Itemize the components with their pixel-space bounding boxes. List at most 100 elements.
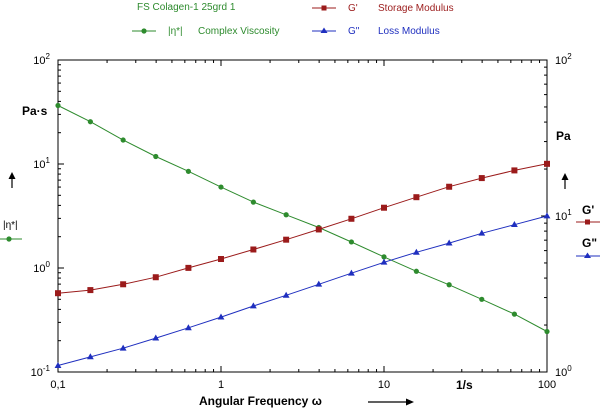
y-left-tick-exp: 2 bbox=[46, 52, 51, 61]
data-point bbox=[152, 334, 160, 341]
data-point bbox=[412, 248, 420, 255]
left-axis-label: |η*| bbox=[3, 220, 18, 231]
data-point bbox=[250, 246, 257, 253]
data-point bbox=[218, 184, 224, 190]
y-right-tick-label: 101 bbox=[555, 208, 572, 223]
x-axis-unit: 1/s bbox=[456, 378, 473, 392]
right-loss-series-marker bbox=[584, 252, 591, 258]
y-right-tick-base: 10 bbox=[555, 367, 567, 379]
data-point bbox=[185, 264, 192, 271]
legend-item-loss: G" Loss Modulus bbox=[312, 26, 440, 37]
legend: FS Colagen-1 25grd 1 |η*| Complex Viscos… bbox=[132, 2, 454, 37]
y-right-tick-label: 102 bbox=[555, 52, 572, 67]
legend-storage-label: Storage Modulus bbox=[378, 3, 454, 14]
right-axis-unit: Pa bbox=[556, 129, 571, 143]
legend-item-viscosity: |η*| Complex Viscosity bbox=[132, 26, 280, 37]
y-right-tick-exp: 0 bbox=[567, 364, 572, 373]
data-point bbox=[511, 167, 518, 174]
data-point bbox=[86, 353, 94, 360]
data-point bbox=[381, 204, 387, 211]
data-point bbox=[55, 102, 61, 109]
data-point bbox=[283, 212, 289, 218]
data-point bbox=[315, 226, 322, 233]
legend-item-storage: G' Storage Modulus bbox=[312, 3, 454, 14]
data-point bbox=[478, 175, 485, 182]
data-point bbox=[445, 239, 453, 246]
data-point bbox=[119, 344, 127, 351]
y-right-tick-base: 10 bbox=[555, 55, 567, 67]
y-right-tick-exp: 2 bbox=[567, 52, 572, 61]
data-point bbox=[381, 254, 387, 260]
legend-loss-label: Loss Modulus bbox=[378, 26, 440, 37]
legend-storage-marker bbox=[321, 5, 327, 11]
y-left-tick-exp: -1 bbox=[43, 364, 51, 373]
legend-viscosity-marker bbox=[141, 28, 147, 34]
x-tick-label: 1 bbox=[218, 379, 224, 391]
series-line bbox=[57, 105, 548, 332]
legend-viscosity-symbol: |η*| bbox=[168, 26, 183, 37]
data-point bbox=[543, 212, 551, 219]
x-axis-label: Angular Frequency ω bbox=[199, 394, 322, 408]
data-point bbox=[120, 281, 127, 288]
data-point bbox=[348, 215, 355, 222]
data-point bbox=[413, 194, 420, 201]
data-point bbox=[87, 119, 93, 125]
data-point bbox=[153, 153, 159, 160]
legend-loss-symbol: G" bbox=[348, 26, 360, 37]
data-point bbox=[218, 256, 224, 263]
data-point bbox=[511, 221, 518, 228]
series-line bbox=[57, 163, 548, 294]
y-left-tick-exp: 0 bbox=[46, 260, 51, 269]
y-left-tick-label: 101 bbox=[33, 156, 50, 171]
data-point bbox=[478, 229, 486, 236]
x-tick-label: 100 bbox=[538, 379, 556, 391]
y-left-tick-base: 10 bbox=[33, 263, 45, 275]
right-storage-series-marker bbox=[585, 219, 590, 225]
data-point bbox=[282, 291, 290, 298]
series-complex-viscosity bbox=[55, 102, 550, 335]
data-point bbox=[479, 296, 485, 302]
data-point bbox=[120, 137, 126, 143]
y-left-tick-label: 100 bbox=[33, 260, 50, 275]
series-line bbox=[57, 215, 548, 366]
x-axis-arrow-head bbox=[406, 398, 414, 406]
left-axis-label-group: |η*| bbox=[0, 172, 22, 242]
y-left-tick-base: 10 bbox=[33, 159, 45, 171]
x-tick-label: 0,1 bbox=[50, 379, 65, 391]
data-point bbox=[54, 361, 62, 368]
right-axis-label-group: G' G" bbox=[561, 173, 600, 258]
data-point bbox=[413, 268, 419, 274]
right-label-storage: G' bbox=[582, 203, 594, 217]
plot-frame bbox=[57, 59, 548, 373]
data-point bbox=[315, 280, 323, 287]
x-axis-arrow bbox=[368, 398, 414, 406]
data-point bbox=[152, 274, 159, 281]
y-left-tick-label: 10-1 bbox=[31, 364, 51, 379]
data-point bbox=[380, 258, 388, 265]
y-left-tick-exp: 1 bbox=[46, 156, 51, 165]
legend-loss-marker bbox=[320, 27, 328, 33]
y-left-tick-base: 10 bbox=[33, 55, 45, 67]
data-point bbox=[87, 287, 94, 294]
data-point bbox=[185, 168, 192, 174]
data-point bbox=[217, 313, 225, 320]
x-tick-label: 10 bbox=[378, 379, 390, 391]
data-point bbox=[250, 199, 256, 205]
series-layer bbox=[54, 102, 551, 368]
data-point bbox=[446, 282, 452, 288]
legend-storage-symbol: G' bbox=[348, 3, 358, 14]
y-left-tick-base: 10 bbox=[31, 367, 43, 379]
data-point bbox=[511, 311, 518, 317]
data-point bbox=[249, 302, 257, 309]
data-point bbox=[55, 290, 61, 297]
data-point bbox=[446, 183, 453, 190]
data-point bbox=[283, 236, 290, 243]
left-axis-series-marker bbox=[6, 236, 12, 242]
data-point bbox=[348, 269, 355, 276]
chart-title: FS Colagen-1 25grd 1 bbox=[137, 2, 236, 13]
y-left-tick-label: 102 bbox=[33, 52, 50, 67]
series-loss-modulus bbox=[54, 212, 551, 368]
series-storage-modulus bbox=[55, 160, 550, 297]
data-point bbox=[544, 160, 550, 167]
